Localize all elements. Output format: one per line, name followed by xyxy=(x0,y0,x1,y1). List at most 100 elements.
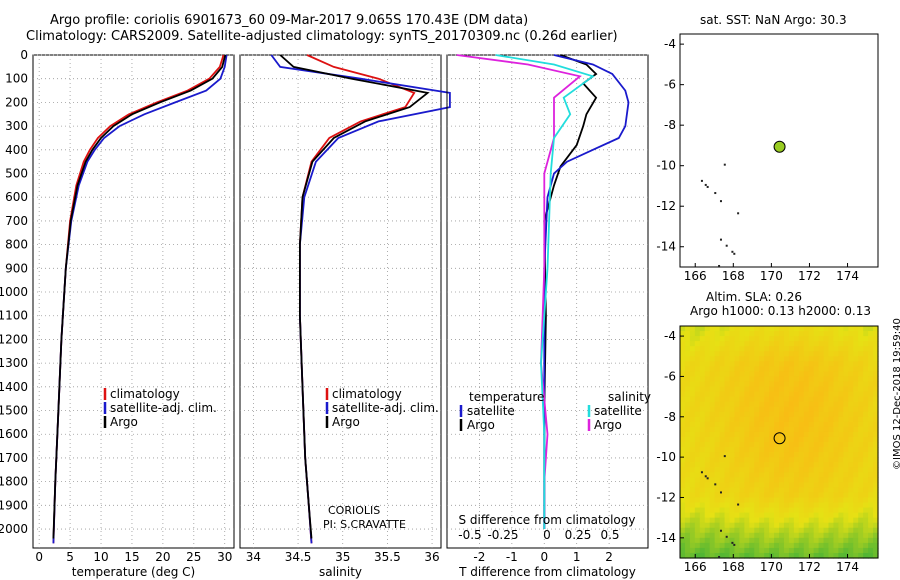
sla-heatmap-cell xyxy=(803,401,810,408)
sla-heatmap-cell xyxy=(684,487,691,494)
sla-heatmap-cell xyxy=(769,482,775,488)
sla-heatmap-cell xyxy=(838,341,844,347)
sla-heatmap-cell xyxy=(714,542,721,549)
sla-heatmap-cell xyxy=(724,381,731,388)
sla-heatmap-cell xyxy=(769,341,775,347)
sla-heatmap-cell xyxy=(744,406,750,413)
sla-heatmap-cell xyxy=(749,361,755,367)
sla-heatmap-cell xyxy=(694,376,701,383)
sla-heatmap-cell xyxy=(759,381,765,388)
sla-heatmap-cell xyxy=(684,502,691,509)
sla-heatmap-cell xyxy=(779,487,785,494)
sla-heatmap-cell xyxy=(749,336,755,342)
sla-heatmap-cell xyxy=(684,507,691,514)
sla-heatmap-cell xyxy=(803,376,810,383)
diff-s-tick-label: 0.5 xyxy=(600,528,619,542)
sla-heatmap-cell xyxy=(848,351,854,357)
sla-heatmap-cell xyxy=(873,371,879,378)
sla-heatmap-cell xyxy=(843,411,849,418)
sla-heatmap-cell xyxy=(828,527,835,534)
sla-heatmap-cell xyxy=(704,482,711,488)
sla-heatmap-cell xyxy=(749,442,755,448)
sla-heatmap-cell xyxy=(734,396,740,403)
sla-heatmap-cell xyxy=(729,366,736,372)
sla-heatmap-cell xyxy=(858,522,864,529)
sla-heatmap-cell xyxy=(680,361,686,367)
sla-heatmap-cell xyxy=(709,447,716,453)
sla-heatmap-cell xyxy=(734,351,740,357)
sla-heatmap-cell xyxy=(868,356,874,362)
sla-heatmap-cell xyxy=(680,462,686,468)
sla-heatmap-cell xyxy=(684,537,691,544)
sla-heatmap-cell xyxy=(838,447,844,453)
sla-heatmap-cell xyxy=(833,492,839,499)
sla-heatmap-cell xyxy=(813,457,820,463)
sla-heatmap-cell xyxy=(873,487,879,494)
sla-heatmap-cell xyxy=(779,457,785,463)
sla-heatmap-cell xyxy=(858,426,864,433)
sla-heatmap-cell xyxy=(803,512,810,519)
sla-heatmap-cell xyxy=(868,386,874,393)
sla-heatmap-cell xyxy=(818,326,825,332)
sla-heatmap-cell xyxy=(779,346,785,352)
sla-heatmap-cell xyxy=(863,371,869,378)
sla-heatmap-cell xyxy=(744,512,750,519)
sla-heatmap-cell xyxy=(734,542,740,549)
sla-heatmap-cell xyxy=(818,436,825,443)
sla-heatmap-cell xyxy=(724,477,731,483)
salinity-x-axis-label: salinity xyxy=(319,565,362,579)
sla-heatmap-cell xyxy=(779,401,785,408)
sla-heatmap-cell xyxy=(788,386,795,393)
sla-heatmap-cell xyxy=(779,482,785,488)
sla-heatmap-cell xyxy=(759,447,765,453)
temperature-x-tick-label: 5 xyxy=(66,550,74,564)
sla-heatmap-cell xyxy=(759,457,765,463)
sla-heatmap-cell xyxy=(689,507,696,514)
sla-heatmap-cell xyxy=(680,522,686,529)
sla-heatmap-cell xyxy=(798,426,805,433)
sla-heatmap-cell xyxy=(739,542,745,549)
sla-heatmap-cell xyxy=(838,331,844,337)
sla-heatmap-cell xyxy=(769,356,775,362)
sla-heatmap-cell xyxy=(848,512,854,519)
sla-heatmap-cell xyxy=(684,532,691,539)
sla-heatmap-cell xyxy=(689,401,696,408)
sla-heatmap-cell xyxy=(803,547,810,554)
sla-heatmap-cell xyxy=(793,457,800,463)
sla-heatmap-cell xyxy=(783,371,790,378)
sla-heatmap-cell xyxy=(858,326,864,332)
sla-heatmap-cell xyxy=(774,426,780,433)
sla-heatmap-cell xyxy=(853,436,859,443)
sla-heatmap-cell xyxy=(680,527,686,534)
sla-heatmap-cell xyxy=(843,401,849,408)
sla-heatmap-cell xyxy=(704,442,711,448)
sla-heatmap-cell xyxy=(848,391,854,398)
sla-heatmap-cell xyxy=(779,522,785,529)
sla-heatmap-cell xyxy=(734,467,740,473)
sla-heatmap-cell xyxy=(788,361,795,367)
sla-heatmap-cell xyxy=(828,482,835,488)
sla-heatmap-cell xyxy=(793,411,800,418)
sla-heatmap-cell xyxy=(823,381,830,388)
sla-heatmap-cell xyxy=(873,527,879,534)
sla-heatmap-cell xyxy=(868,406,874,413)
sla-heatmap-cell xyxy=(739,406,745,413)
sla-heatmap-cell xyxy=(694,336,701,342)
sla-heatmap-cell xyxy=(863,436,869,443)
sla-heatmap-cell xyxy=(803,416,810,423)
sla-heatmap-cell xyxy=(838,472,844,478)
sla-heatmap-cell xyxy=(739,326,745,332)
sla-heatmap-cell xyxy=(774,431,780,438)
sla-heatmap-cell xyxy=(873,426,879,433)
sla-heatmap-cell xyxy=(843,457,849,463)
sla-heatmap-cell xyxy=(793,547,800,554)
sla-heatmap-cell xyxy=(798,467,805,473)
sla-heatmap-cell xyxy=(699,447,706,453)
sla-heatmap-cell xyxy=(680,517,686,524)
sla-heatmap-cell xyxy=(689,391,696,398)
sla-heatmap-cell xyxy=(694,452,701,458)
sla-heatmap-cell xyxy=(714,537,721,544)
sla-heatmap-cell xyxy=(808,542,815,549)
sla-heatmap-cell xyxy=(833,356,839,362)
sla-heatmap-cell xyxy=(813,356,820,362)
